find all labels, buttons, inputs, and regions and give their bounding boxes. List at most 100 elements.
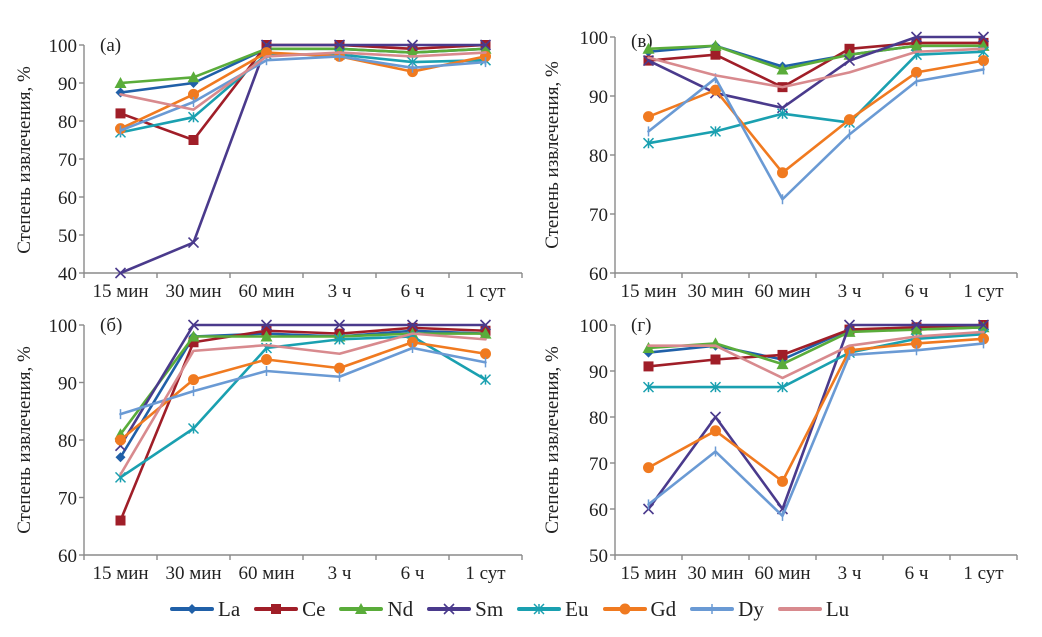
series-line-lu <box>119 51 487 111</box>
data-point-sm <box>910 31 923 43</box>
series-gd <box>115 336 491 446</box>
data-point-nd <box>709 39 722 51</box>
y-tick-label: 60 <box>589 500 608 521</box>
legend-swatch-eu-icon <box>517 603 562 615</box>
y-tick-label: 100 <box>49 316 78 337</box>
series-line-sm <box>119 43 487 275</box>
y-axis-label: Степень извлечения, % <box>14 66 35 254</box>
y-axis-label: Степень извлечения, % <box>542 61 563 249</box>
data-point-eu <box>187 111 200 123</box>
data-point-gd <box>643 111 654 123</box>
legend-item-ce: Ce <box>254 597 325 622</box>
data-point-sm <box>187 237 200 249</box>
data-point-sm <box>910 319 923 331</box>
y-tick-label: 80 <box>589 408 608 429</box>
data-point-eu <box>187 422 200 435</box>
data-point-nd <box>910 323 923 335</box>
x-tick-label: 3 ч <box>838 563 862 584</box>
series-lu <box>119 332 487 476</box>
legend-swatch-lu-icon <box>777 607 822 611</box>
x-tick-label: 15 мин <box>92 563 148 584</box>
data-point-sm <box>709 411 722 423</box>
data-point-sm <box>333 319 346 331</box>
data-point-eu <box>533 603 545 615</box>
y-tick-label: 90 <box>58 374 77 395</box>
legend-label: Nd <box>387 596 414 621</box>
panel-2: 60 70 80 90 100 15 мин 30 мин 60 мин 3 ч 6 ч 1 сут… <box>542 28 1018 302</box>
legend-item-eu: Eu <box>517 597 589 622</box>
panel-label: (а) <box>100 35 121 56</box>
data-point-gd <box>334 362 345 374</box>
series-nd <box>642 321 990 370</box>
x-tick-label: 15 мин <box>92 281 148 302</box>
y-tick-label: 100 <box>49 36 78 57</box>
data-point-eu <box>776 108 789 120</box>
data-point-nd <box>187 330 200 342</box>
data-point-eu <box>709 125 722 137</box>
panel-3: 60 70 80 90 100 15 мин 30 мин 60 мин 3 ч 6 ч 1 сут… <box>14 315 523 584</box>
x-tick-label: 30 мин <box>165 563 221 584</box>
series-line-nd <box>119 47 487 85</box>
legend-item-la: La <box>170 597 240 622</box>
x-tick-label: 3 ч <box>838 281 862 302</box>
data-point-eu <box>642 137 655 149</box>
data-point-ce <box>115 515 126 526</box>
series-line-nd <box>647 325 985 366</box>
x-tick-label: 60 мин <box>754 281 810 302</box>
data-point-gd <box>115 434 126 446</box>
data-point-gd <box>710 84 721 96</box>
x-tick-label: 30 мин <box>687 281 743 302</box>
data-point-ce <box>188 135 199 145</box>
series-lu <box>647 330 985 380</box>
legend-label: Sm <box>475 596 504 621</box>
x-tick-label: 15 мин <box>620 281 676 302</box>
y-tick-label: 80 <box>58 431 77 452</box>
x-tick-label: 15 мин <box>620 563 676 584</box>
data-point-sm <box>114 267 127 279</box>
data-point-nd <box>479 42 492 54</box>
data-point-ce <box>643 361 654 372</box>
data-point-gd <box>844 114 855 126</box>
data-point-eu <box>642 381 655 393</box>
legend-label: La <box>218 596 241 621</box>
data-point-gd <box>188 88 199 100</box>
data-point-sm <box>406 39 419 51</box>
legend-item-nd: Nd <box>339 597 413 622</box>
series-line-dy <box>119 346 487 416</box>
y-tick-label: 100 <box>580 28 609 49</box>
legend-label: Gd <box>650 596 677 621</box>
series-line-la <box>119 329 487 459</box>
x-tick-label: 60 мин <box>238 563 294 584</box>
data-point-nd <box>355 603 368 614</box>
data-point-sm <box>479 319 492 331</box>
y-tick-label: 90 <box>58 74 77 95</box>
data-point-nd <box>642 342 655 353</box>
data-point-eu <box>776 381 789 393</box>
panel-label: (г) <box>631 315 651 336</box>
series-dy <box>119 343 487 420</box>
data-point-la <box>187 604 197 614</box>
x-tick-label: 3 ч <box>328 281 352 302</box>
data-point-ce <box>710 49 721 60</box>
series-gd <box>643 55 989 179</box>
data-point-ce <box>777 349 788 360</box>
data-point-sm <box>187 319 200 331</box>
x-tick-label: 30 мин <box>687 563 743 584</box>
legend-swatch-gd-icon <box>602 603 647 615</box>
legend-swatch-ce-icon <box>254 604 299 614</box>
y-tick-label: 90 <box>589 362 608 383</box>
y-tick-label: 50 <box>58 226 77 247</box>
legend-item-lu: Lu <box>777 597 849 622</box>
legend-label: Dy <box>738 596 764 621</box>
x-tick-label: 60 мин <box>754 563 810 584</box>
y-tick-label: 70 <box>58 489 77 510</box>
series-line-sm <box>119 323 487 448</box>
x-tick-label: 6 ч <box>401 563 425 584</box>
data-point-sm <box>443 603 455 615</box>
series-line-eu <box>647 332 985 389</box>
series-line-dy <box>647 68 985 201</box>
y-tick-label: 70 <box>589 205 608 226</box>
data-point-nd <box>406 46 419 58</box>
data-point-nd <box>260 330 273 342</box>
data-point-ce <box>188 337 199 348</box>
